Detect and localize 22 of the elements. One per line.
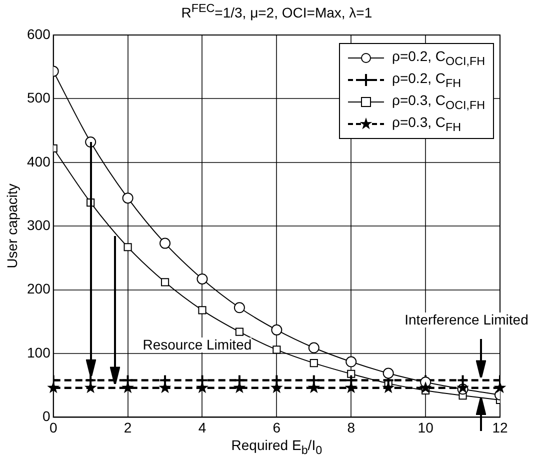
x-tick-label: 8: [347, 419, 356, 436]
annotation: Resource Limited: [142, 336, 252, 352]
y-tick-label: 600: [27, 26, 51, 42]
x-tick-label: 4: [198, 419, 206, 436]
y-tick-label: 400: [27, 153, 51, 170]
y-tick-label: 300: [27, 216, 51, 233]
x-tick-label: 6: [272, 419, 281, 436]
x-axis-title: Required E$_{b}$/I$_{0}$: [231, 437, 322, 457]
annotation: Interference Limited: [404, 311, 528, 328]
y-tick-label: 100: [27, 344, 51, 360]
x-tick-label: 2: [124, 419, 132, 436]
chart-title: R$^{FEC}$=1/3, μ=2, OCI=Max, λ=1: [181, 2, 372, 21]
x-tick-label: 12: [492, 419, 508, 436]
legend-label: ρ=0.3, C$_{FH}$: [392, 114, 462, 134]
y-tick-label: 0: [42, 408, 51, 424]
legend-label: ρ=0.2, C$_{FH}$: [392, 70, 462, 90]
y-axis-title: User capacity: [4, 184, 20, 268]
legend-label: ρ=0.3, C$_{OCI,FH}$: [392, 92, 485, 112]
y-tick-label: 500: [27, 90, 51, 106]
y-tick-label: 200: [27, 280, 51, 297]
x-tick-label: 10: [418, 419, 434, 436]
legend-label: ρ=0.2, C$_{OCI,FH}$: [392, 48, 485, 68]
